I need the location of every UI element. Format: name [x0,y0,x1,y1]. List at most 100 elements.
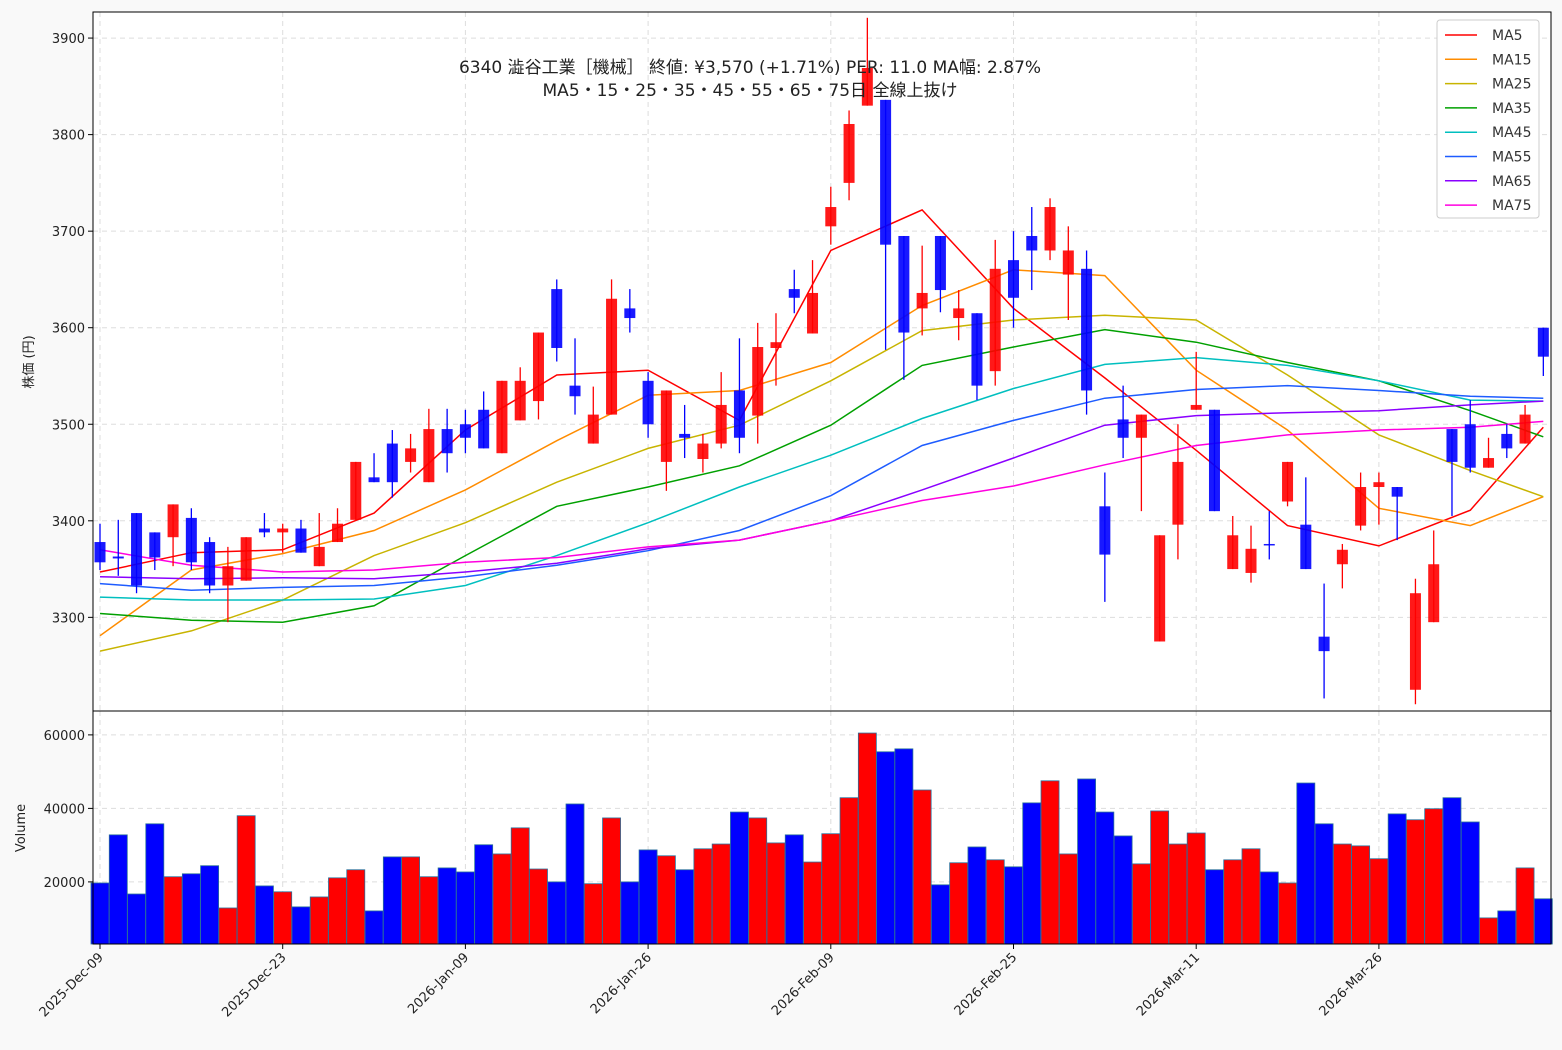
candle [934,235,946,313]
candle [1355,472,1367,531]
candle-body [386,443,398,483]
volume-bar [1022,802,1042,945]
candle-body [733,390,745,438]
candle [1282,461,1294,507]
candle [332,508,344,543]
volume-bar [291,906,311,945]
candle [1117,385,1129,459]
candle-body [1263,543,1275,546]
volume-bar [1533,898,1553,945]
candle-body [332,523,344,543]
candle [1135,414,1147,512]
candle [989,239,1001,386]
candle [752,322,764,444]
candle-body [697,443,709,460]
candle-body [258,528,270,533]
candle-body [350,461,362,520]
volume-bar [510,827,530,945]
candle [587,386,599,444]
candle [916,245,928,336]
candle-body [807,292,819,334]
candle [679,404,691,459]
candle [149,532,161,571]
volume-bar [784,834,804,945]
candle-body [1227,535,1239,570]
legend-label: MA55 [1492,150,1531,166]
moving-average-lines [99,208,1544,652]
volume-bar [1004,866,1023,945]
candle-body [934,235,946,291]
candle [606,279,618,415]
volume-bar [1259,871,1279,945]
candle [350,461,362,520]
volume-bar [419,876,439,945]
volume-bar [748,817,768,945]
ma-line-ma55 [99,384,1544,592]
candle [1154,535,1166,642]
volume-bar [1040,780,1060,945]
candle [1172,424,1184,560]
candle-body [752,347,764,416]
candle-body [441,429,453,454]
volume-bar [912,789,932,945]
candle [1008,231,1019,328]
candle-body [514,380,526,421]
candle [953,290,965,341]
candle [1336,543,1348,589]
chart-subtitle: MA5・15・25・35・45・55・65・75日 全線上抜け [543,81,958,101]
candlesticks [94,17,1549,705]
candle [1519,404,1531,444]
volume-bar [1241,848,1261,945]
volume-bar [821,833,841,945]
volume-bar [602,817,621,945]
candle-body [277,528,289,533]
price-tick-label: 3600 [52,322,85,337]
date-tick-label: 2026-Mar-11 [1134,950,1203,1019]
candle [1391,487,1403,541]
candle [514,367,526,421]
volume-tick-label: 20000 [44,876,85,891]
chart-title: 6340 澁谷工業［機械］ 終値: ¥3,570 (+1.71%) PER: 1… [459,58,1041,78]
volume-bar [1515,867,1535,945]
candle [1190,351,1202,410]
price-axis-label: 株価 (円) [22,335,37,388]
candle [1300,477,1312,570]
volume-bar [766,842,786,945]
candle [1501,424,1513,459]
candle-body [1501,433,1513,449]
candle-body [423,429,435,483]
candle [642,372,654,438]
candle [313,513,325,567]
candle [880,99,892,350]
volume-bar [894,748,914,945]
candle [770,313,782,386]
candle [733,338,745,454]
candle [240,537,252,581]
candle [1409,578,1421,705]
candle-body [222,566,234,586]
volume-bar [547,881,567,945]
candle-body [788,289,800,298]
volume-bar [163,876,183,945]
candle-body [478,409,490,449]
volume-bar [1387,813,1407,945]
candle-body [880,99,892,245]
candle [368,453,380,483]
volume-bar [90,882,110,945]
volume-bar [437,867,457,945]
candle-body [532,332,544,402]
candle-body [989,268,1001,372]
legend: MA5 MA15 MA25 MA35 MA45 MA55 MA65 MA75 [1436,19,1540,219]
candle-body [1336,549,1348,565]
candle-body [1099,506,1111,555]
price-tick-label: 3400 [52,515,85,530]
candle [277,523,289,553]
candle-body [569,385,581,397]
candle-body [240,537,252,581]
candle-body [1483,458,1495,468]
candle [258,513,270,538]
legend-label: MA35 [1492,101,1531,117]
volume-bar [1406,819,1425,945]
volume-bar [200,865,220,945]
candle-body [971,313,983,386]
